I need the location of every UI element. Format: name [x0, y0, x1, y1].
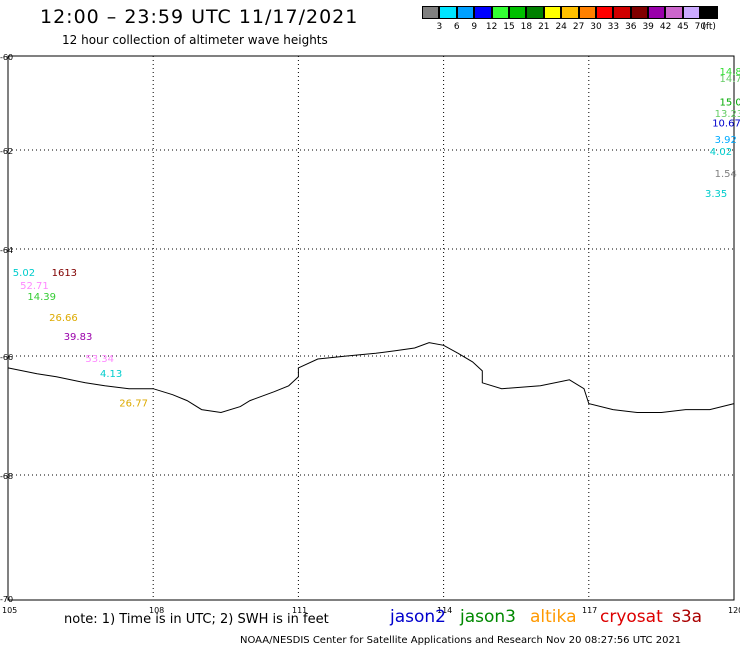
latitude-tick-label: -60 — [0, 53, 13, 62]
longitude-tick-label: 111 — [292, 606, 307, 615]
wave-height-value: 53.34 — [85, 354, 114, 365]
wave-height-value: 39.83 — [64, 332, 93, 343]
color-swatch — [613, 6, 631, 19]
color-swatch — [630, 6, 649, 19]
satellite-name: altika — [530, 607, 577, 627]
color-scale-label: 18 — [520, 22, 533, 32]
color-swatch — [682, 6, 701, 19]
map-title: 12:00 – 23:59 UTC 11/17/2021 — [40, 6, 359, 28]
wave-height-value: 14.88 — [720, 67, 740, 78]
longitude-tick-label: 114 — [437, 606, 452, 615]
credit-line: NOAA/NESDIS Center for Satellite Applica… — [240, 635, 682, 646]
satellite-name: s3a — [672, 607, 703, 627]
color-scale-label: 24 — [555, 22, 567, 32]
latitude-tick-label: -70 — [0, 595, 13, 604]
wave-height-value: 4.13 — [100, 369, 122, 380]
units-note: note: 1) Time is in UTC; 2) SWH is in fe… — [64, 612, 329, 627]
coastline — [7, 342, 735, 414]
color-swatch — [474, 6, 492, 19]
wave-height-value: 1613 — [52, 268, 77, 279]
color-scale-label: (ft) — [702, 22, 716, 32]
satellite-name: cryosat — [600, 607, 663, 627]
satellite-name: jason2 — [390, 607, 446, 627]
wave-height-value: 5.02 — [13, 268, 35, 279]
latitude-tick-label: -66 — [0, 353, 13, 362]
color-scale-label: 12 — [485, 22, 498, 32]
color-scale-label: 39 — [642, 22, 654, 32]
color-swatch — [595, 6, 614, 19]
map-subtitle: 12 hour collection of altimeter wave hei… — [62, 33, 328, 47]
wave-height-value: 14.39 — [27, 292, 56, 303]
color-swatch — [665, 6, 683, 19]
color-scale-label: 70 — [694, 22, 707, 32]
wave-height-labels: 14.8814.7615.0413.2310.6713.924.021.543.… — [13, 67, 740, 410]
axis-ticks: 105 108 111 114 117 120 -60 -62 -64 -66 -68 -70 — [0, 53, 740, 615]
color-scale-label: 15 — [503, 22, 515, 32]
wave-height-value: 15.04 — [720, 97, 740, 108]
wave-height-value: 26.66 — [49, 313, 78, 324]
longitude-tick-label: 105 — [2, 606, 17, 615]
color-scale-label: 21 — [538, 22, 550, 32]
wave-height-value: 26.77 — [119, 399, 148, 410]
color-swatch — [439, 6, 457, 19]
satellite-name: jason3 — [460, 607, 516, 627]
color-swatch — [578, 6, 596, 19]
wave-height-value: 1.54 — [715, 169, 737, 180]
color-scale-label: 6 — [453, 22, 460, 32]
wave-height-value: 52.71 — [20, 281, 49, 292]
wave-height-value: 14.76 — [720, 74, 740, 85]
color-swatch — [526, 6, 544, 19]
wave-height-value: 13.23 — [715, 109, 740, 120]
wave-height-value: 3.35 — [705, 189, 727, 200]
color-scale-label: 27 — [572, 22, 585, 32]
color-swatch — [648, 6, 666, 19]
latitude-tick-label: -62 — [0, 147, 13, 156]
grid-lines — [8, 56, 734, 600]
longitude-tick-label: 120 — [728, 606, 740, 615]
wave-height-value: 10.67 — [712, 119, 740, 130]
color-swatch — [543, 6, 562, 19]
color-swatch — [561, 6, 579, 19]
latitude-tick-label: -68 — [0, 472, 13, 481]
color-scale-labels: 3 6 9 12 15 18 21 24 27 30 33 36 39 42 45 70 (ft) — [422, 22, 740, 34]
color-scale-label: 36 — [625, 22, 637, 32]
color-scale-label: 42 — [659, 22, 672, 32]
color-scale-label: 30 — [590, 22, 602, 32]
color-scale-label: 33 — [607, 22, 620, 32]
wave-height-value: 3.92 — [715, 135, 737, 146]
map-frame — [7, 55, 735, 601]
latitude-tick-label: -64 — [0, 246, 13, 255]
color-swatch — [422, 6, 440, 19]
longitude-tick-label: 108 — [149, 606, 164, 615]
color-swatch — [456, 6, 475, 19]
color-scale-label: 9 — [471, 22, 478, 32]
wave-height-value: 4.02 — [710, 147, 732, 158]
color-swatch — [491, 6, 509, 19]
color-scale-label: 45 — [677, 22, 689, 32]
color-scale-bar — [422, 6, 718, 19]
longitude-tick-label: 117 — [582, 606, 597, 615]
color-swatch — [700, 6, 718, 19]
color-scale-label: 3 — [436, 22, 443, 32]
color-swatch — [508, 6, 527, 19]
